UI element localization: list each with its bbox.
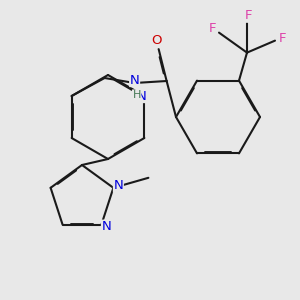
Text: O: O [152, 34, 162, 47]
Text: H: H [132, 90, 141, 100]
Text: F: F [245, 9, 253, 22]
Text: F: F [209, 22, 217, 35]
Text: N: N [136, 89, 146, 103]
Text: N: N [113, 179, 123, 192]
Text: N: N [130, 74, 140, 86]
Text: N: N [101, 220, 111, 233]
Text: F: F [279, 32, 287, 45]
